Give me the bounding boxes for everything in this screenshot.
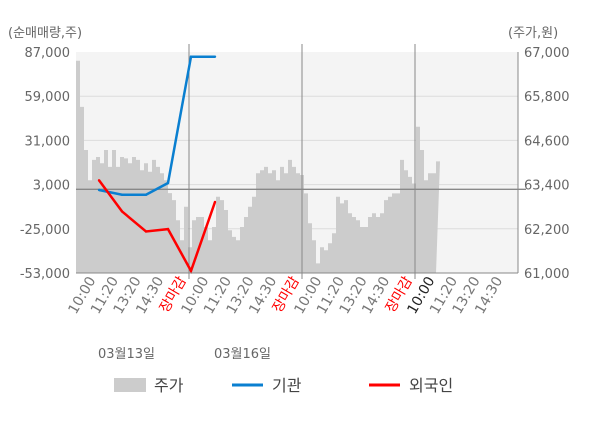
data-point: [166, 181, 170, 185]
right-tick-label: 62,200: [524, 223, 570, 238]
price-area: [76, 60, 440, 273]
right-tick-labels: 67,000 65,800 64,600 63,400 62,200 61,000: [524, 46, 570, 282]
legend-swatch-price: [114, 378, 146, 392]
right-axis-label: (주가,원): [508, 26, 558, 41]
data-point: [166, 227, 170, 231]
date-label: 03월16일: [214, 347, 271, 362]
left-tick-label: -25,000: [20, 223, 70, 238]
left-tick-label: 87,000: [25, 46, 71, 61]
series-line-foreign: [97, 179, 217, 274]
data-point: [189, 55, 193, 58]
left-tick-label: 3,000: [33, 179, 70, 194]
right-tick-label: 61,000: [524, 267, 570, 282]
right-tick-label: 64,600: [524, 134, 570, 149]
legend-label-institution: 기관: [272, 376, 302, 395]
data-point: [213, 55, 217, 58]
data-point: [189, 269, 193, 273]
series-line-institution: [98, 55, 215, 196]
data-point: [97, 188, 101, 192]
right-tick-label: 63,400: [524, 179, 570, 194]
right-tick-label: 67,000: [524, 46, 570, 61]
data-point: [213, 200, 217, 204]
left-tick-label: -53,000: [20, 267, 70, 282]
left-tick-label: 31,000: [25, 134, 71, 149]
x-tick-labels: 10:0011:2013:2014:30장마감10:0011:2013:2014…: [65, 274, 506, 317]
data-point: [144, 193, 148, 196]
data-point: [120, 210, 124, 213]
data-point: [97, 179, 101, 182]
legend-label-price: 주가: [154, 376, 184, 395]
left-tick-label: 59,000: [25, 90, 71, 105]
net-buy-lines: [97, 55, 217, 274]
legend-label-foreign: 외국인: [409, 376, 453, 395]
data-point: [120, 193, 124, 196]
legend: 주가 기관 외국인: [114, 376, 453, 395]
right-tick-label: 65,800: [524, 90, 570, 105]
data-point: [144, 230, 148, 233]
day-divider-lines: [188, 44, 416, 279]
left-tick-labels: 87,000 59,000 31,000 3,000 -25,000 -53,000: [20, 46, 70, 282]
date-label: 03월13일: [98, 347, 155, 362]
price-area-path: [76, 60, 440, 273]
left-axis-label: (순매매량,주): [8, 26, 82, 41]
